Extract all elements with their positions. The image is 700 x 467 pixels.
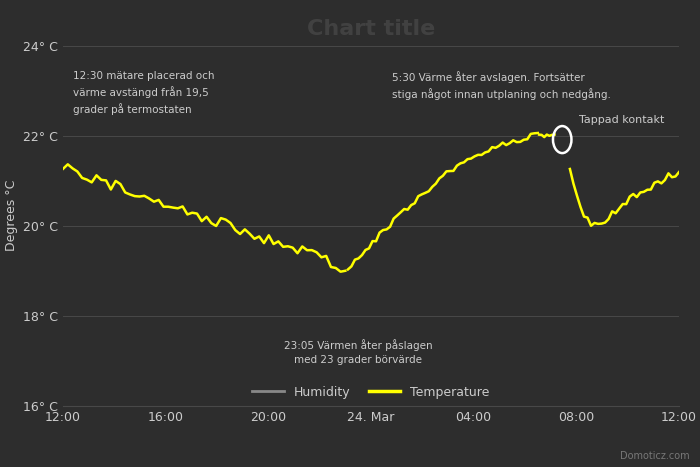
Text: 23:05 Värmen åter påslagen
med 23 grader börvärde: 23:05 Värmen åter påslagen med 23 grader… bbox=[284, 339, 433, 365]
Y-axis label: Degrees °C: Degrees °C bbox=[5, 179, 18, 250]
Legend: Humidity, Temperature: Humidity, Temperature bbox=[247, 381, 495, 404]
Text: 12:30 mätare placerad och
värme avstängd från 19,5
grader på termostaten: 12:30 mätare placerad och värme avstängd… bbox=[74, 71, 215, 115]
Text: Tappad kontakt: Tappad kontakt bbox=[579, 115, 664, 125]
Text: Domoticz.com: Domoticz.com bbox=[620, 452, 690, 461]
Text: 5:30 Värme åter avslagen. Fortsätter
stiga något innan utplaning och nedgång.: 5:30 Värme åter avslagen. Fortsätter sti… bbox=[391, 71, 610, 100]
Text: Chart title: Chart title bbox=[307, 19, 435, 39]
